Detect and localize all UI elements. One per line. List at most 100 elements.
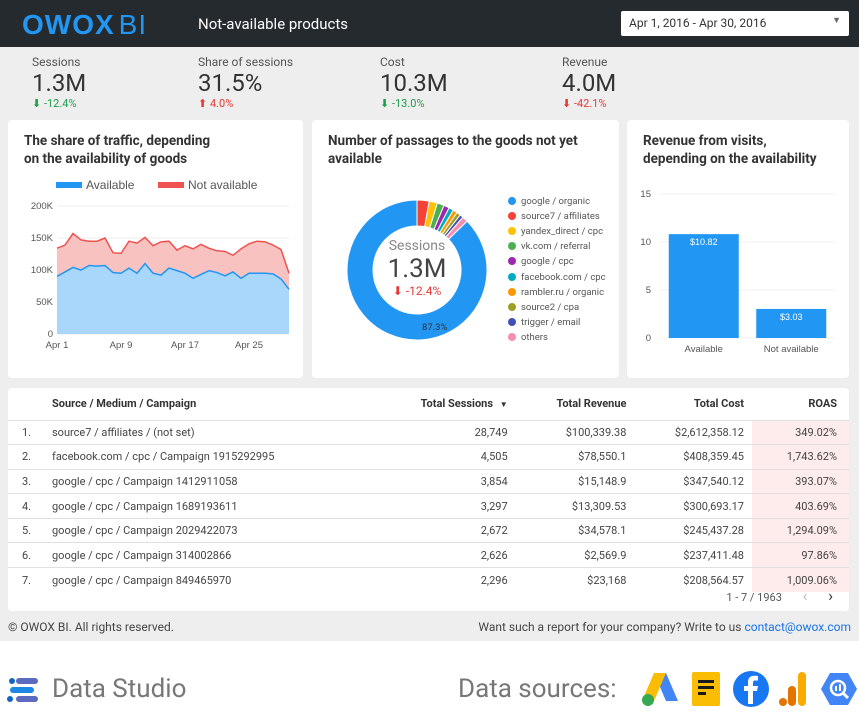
owox-logo: OWOX BI [22,9,147,40]
legend-dot-icon [508,242,516,251]
arrow-down-icon: ⬇ [562,97,572,110]
col-revenue[interactable]: Total Revenue [556,397,627,411]
col-source[interactable]: Source / Medium / Campaign [52,397,197,411]
row-source: google / cpc / Campaign 1412911058 [44,468,374,494]
row-index: 6. [8,542,44,568]
donut-slice[interactable] [346,199,488,341]
y-tick-label: 50K [36,297,54,308]
google-analytics-icon [779,672,806,706]
kpi-label: Revenue [562,55,608,69]
area-not-available [57,233,289,290]
passages-donut-chart [346,199,488,341]
legend-label: google / organic [521,196,591,207]
kpi-label: Sessions [32,55,81,69]
card-title: Revenue from visits, depending on the av… [643,133,817,167]
row-cost: $208,564.57 [634,567,752,593]
y-tick-label: 10 [640,237,651,248]
date-range-select[interactable]: Apr 1, 2016 - Apr 30, 2016 ▼ [621,11,849,36]
table-row[interactable]: 5. google / cpc / Campaign 2029422073 2,67… [8,517,849,543]
legend-dot-icon [508,272,516,281]
row-index: 2. [8,444,44,470]
x-tick-label: Available [685,344,723,355]
kpi-delta: ⬇ -12.4% [32,97,77,110]
legend-item: others [508,332,548,343]
x-tick-label: Apr 9 [110,340,133,351]
kpi-delta: ⬇ -13.0% [380,97,425,110]
x-tick-label: Not available [764,344,819,355]
row-index: 1. [8,419,44,445]
revenue-bar-chart: 0 5 10 15 $10.82 Available $3.03 Not available [640,189,835,355]
legend-dot-icon [508,302,516,311]
legend-dot-icon [508,257,516,266]
google-sheets-icon [692,672,720,706]
legend-label: source7 / affiliates [521,211,600,223]
col-roas[interactable]: ROAS [808,397,837,411]
legend-label: Available [86,178,135,192]
row-cost: $347,540.12 [634,468,752,494]
facebook-icon [733,671,769,707]
line-not-available [56,232,290,274]
col-index [8,388,44,420]
arrow-down-icon: ⬇ [380,97,390,110]
date-range-value: Apr 1, 2016 - Apr 30, 2016 [629,16,767,30]
table-row[interactable]: 6. google / cpc / Campaign 314002866 2,626… [8,542,849,568]
chevron-down-icon: ▼ [832,16,841,26]
prev-page-icon[interactable]: ‹ [802,586,808,605]
legend-swatch-icon [56,182,82,188]
row-revenue: $78,550.1 [515,444,635,470]
row-index: 4. [8,493,44,519]
google-ads-icon [642,673,678,706]
legend-item: google / organic [508,196,590,207]
sources-table-card: Source / Medium / Campaign Total Session… [8,388,849,611]
row-source: google / cpc / Campaign 2029422073 [44,517,374,543]
bar[interactable] [756,308,827,338]
row-source: facebook.com / cpc / Campaign 1915292995 [44,444,374,470]
arrow-down-icon: ⬇ [392,284,403,298]
legend-dot-icon [508,227,516,236]
table-row[interactable]: 2. facebook.com / cpc / Campaign 19152929… [8,444,849,470]
row-revenue: $34,578.1 [515,517,635,543]
revenue-card: Revenue from visits, depending on the av… [627,120,849,378]
col-sessions[interactable]: Total Sessions ▼ [420,397,508,411]
table-row[interactable]: 3. google / cpc / Campaign 1412911058 3,85… [8,468,849,494]
top-bar: OWOX BI Not-available products Apr 1, 20… [0,0,859,47]
donut-slice[interactable] [445,216,468,240]
data-studio-icon [7,678,38,702]
pagination: 1 - 7 / 1963 ‹ › [708,586,833,605]
row-roas: 1,743.62% [751,444,849,470]
legend-label: rambler.ru / organic [521,286,605,298]
col-cost[interactable]: Total Cost [693,397,744,411]
pagination-label: 1 - 7 / 1963 [726,591,782,604]
y-tick-label: 15 [640,189,651,200]
traffic-area-chart: Available Not available 0 50K 100K 150K 200K Ap… [31,178,290,351]
kpi-value: 31.5% [198,69,263,97]
legend-label: source2 / cpa [521,301,580,313]
kpi-value: 1.3M [32,69,87,97]
next-page-icon[interactable]: › [828,586,833,605]
row-source: google / cpc / Campaign 1689193611 [44,493,374,519]
bar-data-label: $10.82 [690,237,718,247]
legend-label: google / cpc [521,256,574,268]
table-row[interactable]: 7. google / cpc / Campaign 849465970 2,296… [8,567,849,593]
row-source: google / cpc / Campaign 314002866 [44,542,374,568]
donut-center-label: Sessions [388,238,446,254]
y-tick-label: 0 [646,333,651,344]
y-tick-label: 150K [31,233,54,244]
row-roas: 1,009.06% [751,567,849,593]
kpi-revenue: Revenue 4.0M ⬇ -42.1% [562,55,616,110]
y-tick-label: 0 [48,329,53,340]
row-sessions: 3,854 [373,468,516,494]
row-cost: $245,437.28 [634,517,752,543]
y-tick-label: 200K [31,201,54,212]
card-title: The share of traffic, depending on the a… [24,133,211,167]
kpi-cost: Cost 10.3M ⬇ -13.0% [380,55,448,110]
legend-item: yandex_direct / cpc [508,226,603,237]
x-tick-label: Apr 17 [171,340,199,351]
contact-email-link[interactable]: contact@owox.com [744,620,851,634]
bar[interactable] [668,234,739,338]
arrow-down-icon: ⬇ [32,97,42,110]
row-sessions: 2,672 [373,517,516,543]
table-row[interactable]: 1. source7 / affiliates / (not set) 28,749… [8,419,849,445]
table-row[interactable]: 4. google / cpc / Campaign 1689193611 3,29… [8,493,849,519]
row-index: 7. [8,567,44,593]
